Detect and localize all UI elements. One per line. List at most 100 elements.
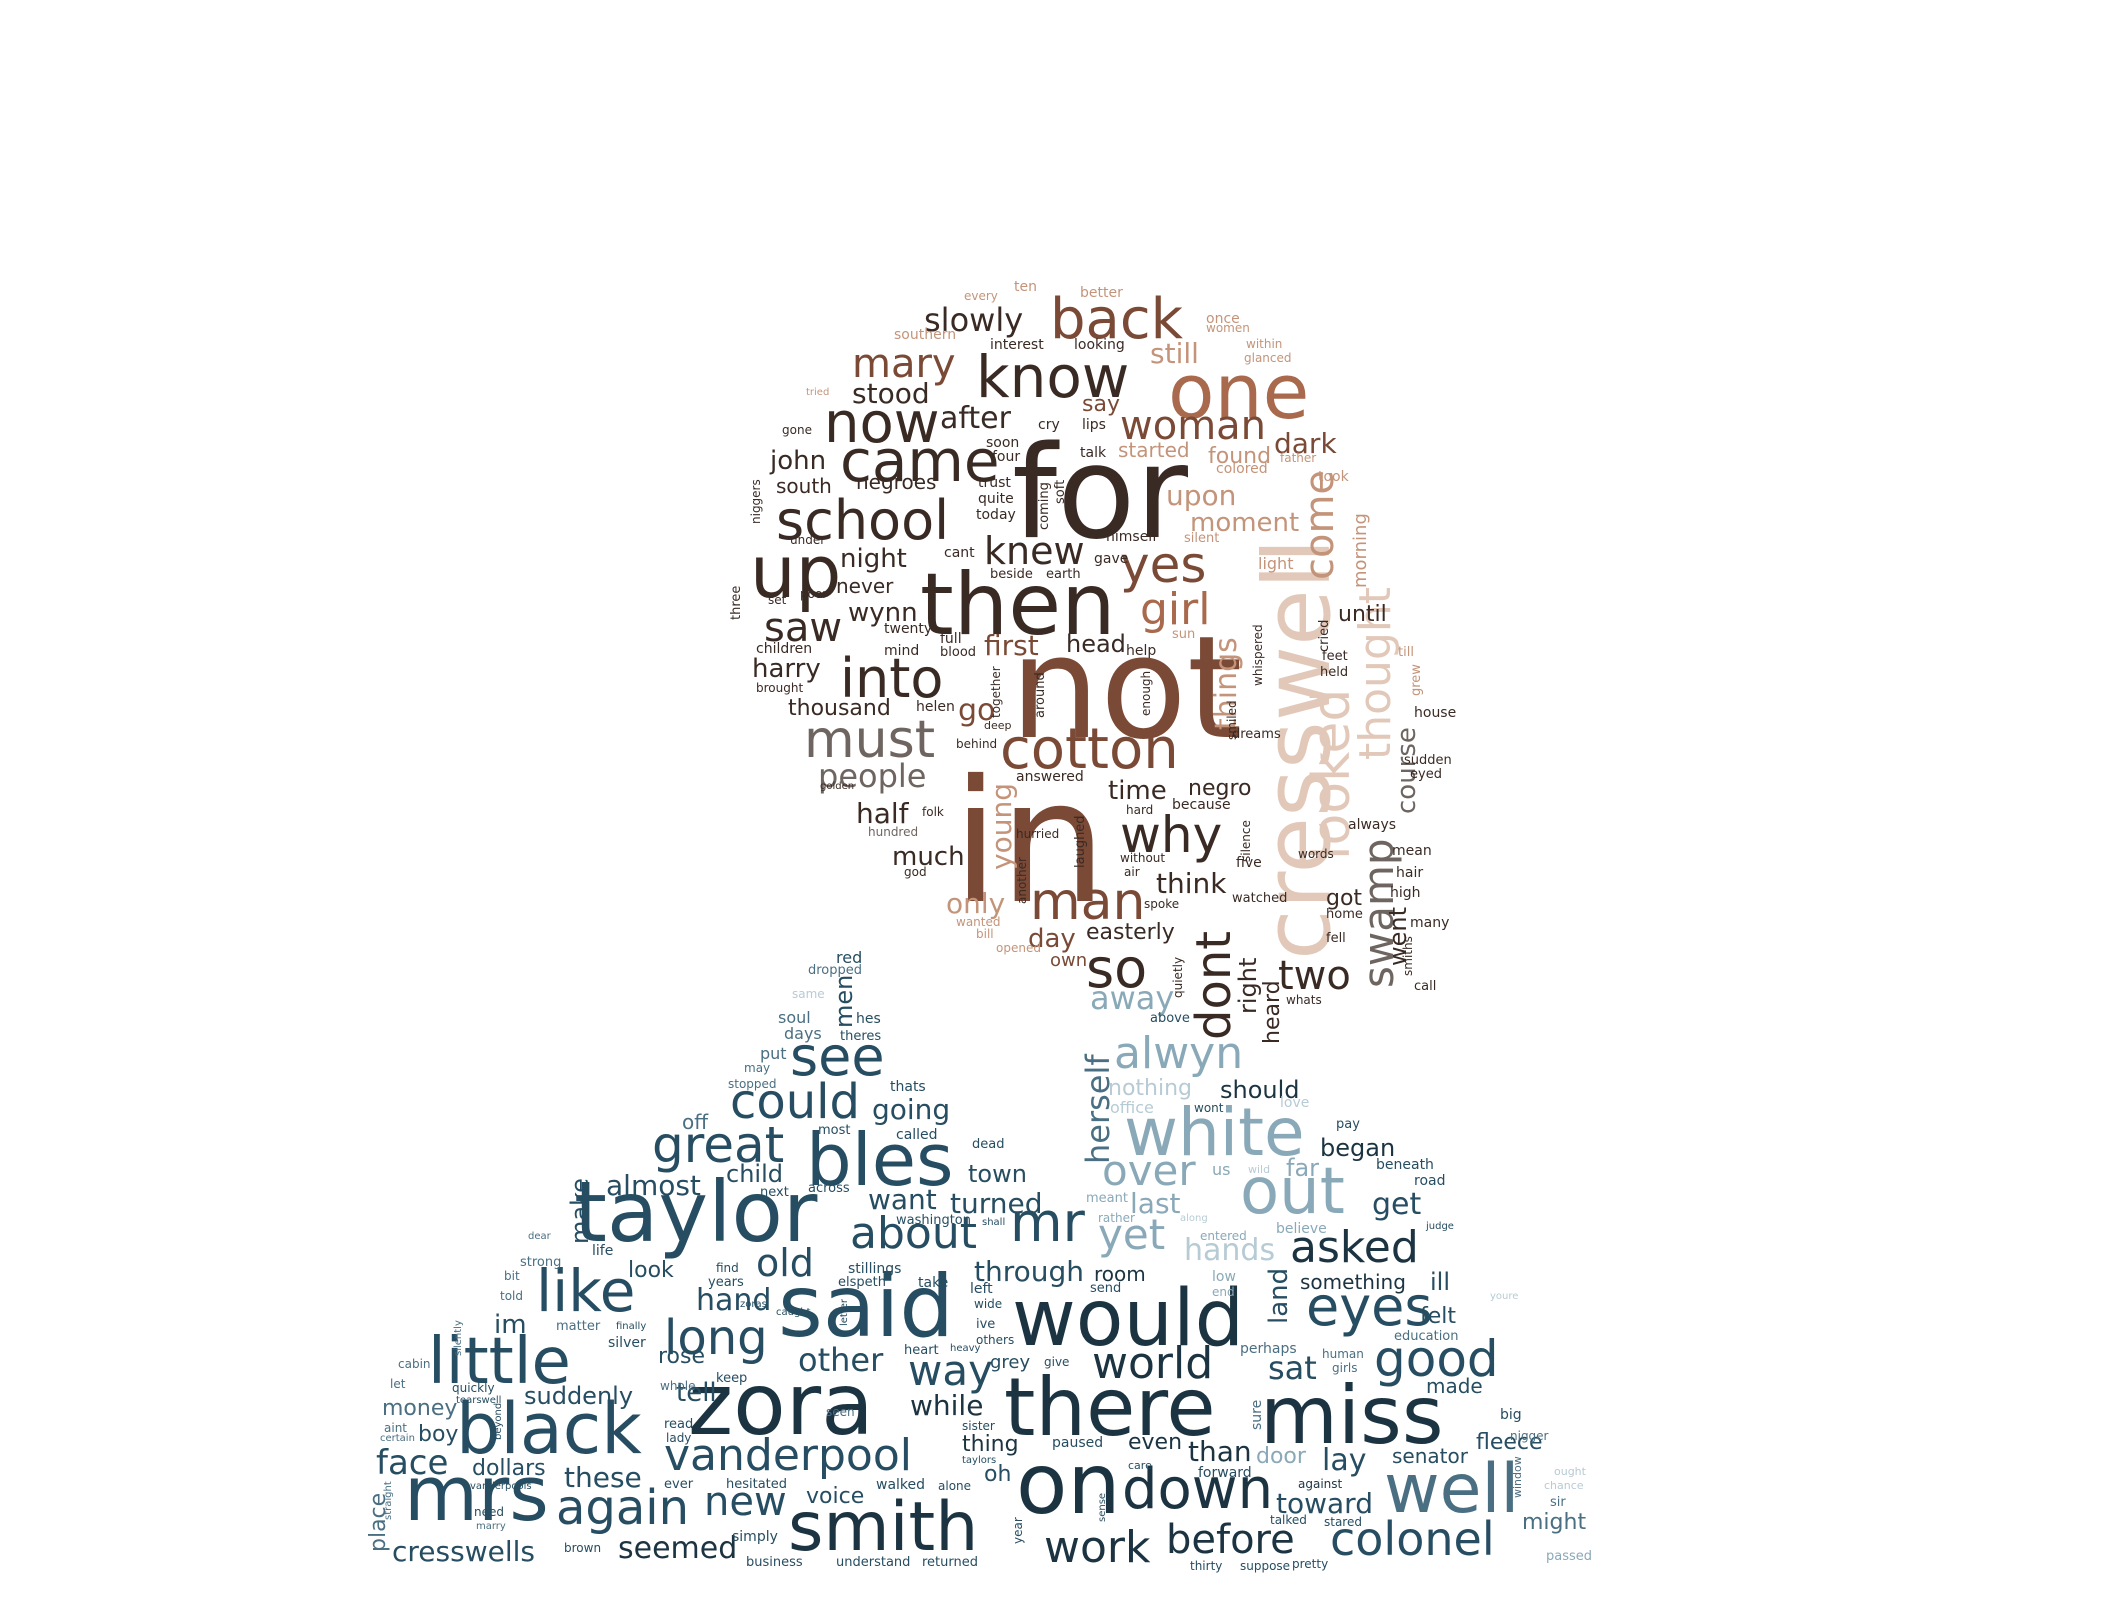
word-hard: hard xyxy=(1126,803,1154,817)
word-mrs: mrs xyxy=(404,1449,549,1538)
word-rather: rather xyxy=(1098,1211,1135,1225)
word-held: held xyxy=(1320,665,1349,680)
word-trust: trust xyxy=(978,475,1011,491)
word-enough: enough xyxy=(1139,670,1153,716)
word-made: made xyxy=(1426,1374,1483,1398)
word-together: together xyxy=(989,666,1003,718)
word-knew: knew xyxy=(984,529,1085,573)
word-brought: brought xyxy=(756,681,804,695)
word-see: see xyxy=(790,1025,885,1088)
word-dont: dont xyxy=(1186,930,1242,1040)
word-ever: ever xyxy=(664,1477,694,1492)
word-children: children xyxy=(756,641,813,657)
word-ought: ought xyxy=(1554,1465,1586,1478)
word-coming: coming xyxy=(1037,482,1052,530)
word-year: year xyxy=(1011,1517,1025,1544)
word-voice: voice xyxy=(806,1484,865,1509)
word-down: down xyxy=(1122,1457,1274,1522)
word-thing: thing xyxy=(962,1432,1019,1457)
word-heavy: heavy xyxy=(950,1343,981,1354)
word-one: one xyxy=(1168,347,1310,436)
word-women: women xyxy=(1206,321,1250,335)
word-give: give xyxy=(1044,1355,1070,1369)
word-ive: ive xyxy=(976,1317,996,1332)
word-zoras: zoras xyxy=(740,1299,767,1310)
word-judge: judge xyxy=(1426,1221,1454,1232)
word-finally: finally xyxy=(616,1321,647,1332)
word-in: in xyxy=(952,744,1107,942)
word-sudden: sudden xyxy=(1404,753,1452,768)
word-entered: entered xyxy=(1200,1229,1247,1243)
word-window: window xyxy=(1511,1456,1524,1498)
word-much: much xyxy=(892,842,965,872)
word-woman: woman xyxy=(1120,403,1267,449)
word-girl: girl xyxy=(1140,584,1211,635)
word-human: human xyxy=(1322,1347,1364,1361)
word-dropped: dropped xyxy=(808,963,863,978)
word-toward: toward xyxy=(1276,1487,1373,1520)
word-four: four xyxy=(992,449,1021,465)
word-now: now xyxy=(824,391,940,456)
word-bill: bill xyxy=(976,927,994,941)
word-school: school xyxy=(776,489,950,552)
word-quickly: quickly xyxy=(452,1381,495,1395)
word-something: something xyxy=(1300,1270,1406,1294)
word-certain: certain xyxy=(380,1433,415,1444)
word-into: into xyxy=(840,647,944,710)
word-got: got xyxy=(1326,886,1363,911)
word-beside: beside xyxy=(990,567,1033,582)
word-like: like xyxy=(536,1257,636,1325)
word-once: once xyxy=(1206,311,1240,327)
word-away: away xyxy=(1090,979,1175,1017)
word-well: well xyxy=(1384,1450,1520,1529)
word-might: might xyxy=(1522,1510,1587,1535)
word-bit: bit xyxy=(504,1269,520,1283)
word-laughed: laughed xyxy=(1073,815,1088,868)
word-take: take xyxy=(918,1275,949,1291)
word-aint: aint xyxy=(384,1421,407,1435)
word-about: about xyxy=(850,1208,977,1259)
word-oh: oh xyxy=(984,1462,1012,1487)
word-tell: tell xyxy=(676,1378,717,1408)
word-dreams: dreams xyxy=(1232,727,1281,742)
word-wanted: wanted xyxy=(956,915,1001,929)
word-man: man xyxy=(1030,872,1146,932)
word-suddenly: suddenly xyxy=(524,1382,634,1410)
word-around: around xyxy=(1033,672,1048,718)
word-white: white xyxy=(1124,1094,1305,1171)
word-may: may xyxy=(744,1061,771,1075)
word-ten: ten xyxy=(1014,279,1037,295)
word-work: work xyxy=(1044,1522,1151,1573)
word-behind: behind xyxy=(956,737,998,751)
word-along: along xyxy=(1180,1213,1208,1224)
word-head: head xyxy=(1066,630,1126,658)
word-sister: sister xyxy=(962,1419,995,1433)
word-world: world xyxy=(1092,1338,1214,1389)
word-so: so xyxy=(1086,937,1148,1000)
word-days: days xyxy=(784,1024,822,1043)
word-keep: keep xyxy=(716,1371,748,1386)
word-whats: whats xyxy=(1286,993,1322,1007)
word-men: men xyxy=(830,974,858,1028)
word-answered: answered xyxy=(1016,769,1084,785)
word-sir: sir xyxy=(1550,1495,1566,1510)
word-slowly: slowly xyxy=(924,301,1024,339)
word-office: office xyxy=(1110,1098,1154,1117)
word-today: today xyxy=(976,507,1016,523)
word-stillings: stillings xyxy=(848,1261,902,1277)
word-town: town xyxy=(968,1160,1027,1188)
word-three: three xyxy=(729,585,744,620)
word-moment: moment xyxy=(1190,508,1300,538)
word-letter: letter xyxy=(839,1298,850,1326)
word-only: only xyxy=(946,887,1006,920)
word-felt: felt xyxy=(1420,1304,1457,1329)
word-another: another xyxy=(1015,857,1029,904)
word-cabin: cabin xyxy=(398,1357,431,1371)
word-us: us xyxy=(1212,1160,1231,1179)
word-make: make xyxy=(566,1178,594,1244)
word-chance: chance xyxy=(1544,1479,1584,1492)
word-think: think xyxy=(1156,867,1227,900)
word-within: within xyxy=(1246,337,1283,351)
word-cry: cry xyxy=(1038,417,1060,433)
word-always: always xyxy=(1348,817,1397,833)
